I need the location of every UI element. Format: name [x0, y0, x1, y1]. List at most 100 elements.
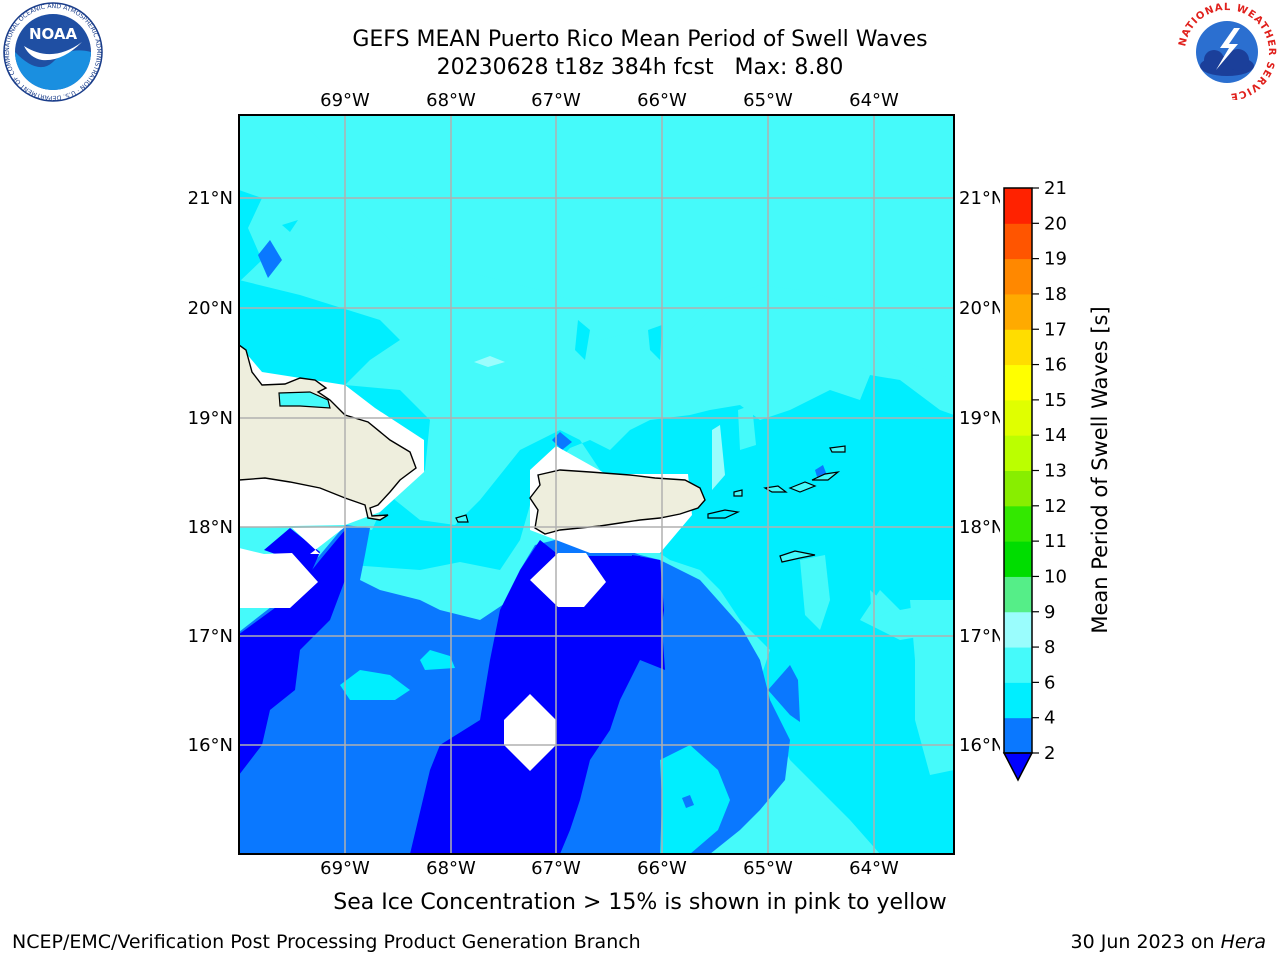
lon-label: 66°W — [637, 858, 687, 879]
lat-label: 21°N — [959, 188, 1000, 209]
nws-logo: NATIONAL WEATHER SERVICE — [1177, 2, 1276, 100]
colorbar-segment — [1004, 505, 1032, 542]
anegada-island — [829, 445, 846, 453]
colorbar-tick-label: 21 — [1044, 180, 1067, 199]
lat-labels-left: 21°N 20°N 19°N 18°N 17°N 16°N — [188, 188, 233, 756]
lon-label: 68°W — [426, 90, 476, 111]
lon-label: 69°W — [320, 90, 370, 111]
lon-label: 65°W — [743, 90, 793, 111]
vieques-island — [707, 509, 741, 519]
colorbar-segment — [1004, 647, 1032, 683]
sea-ice-note: Sea Ice Concentration > 15% is shown in … — [333, 890, 947, 915]
lat-label: 19°N — [959, 408, 1000, 429]
contour-6-8s — [910, 600, 954, 775]
date-label: 30 Jun 2023 on — [1070, 931, 1215, 953]
contour-under-2s — [632, 555, 664, 650]
colorbar: 2 4 6 8 9 10 11 12 13 14 15 16 17 18 19 20 21 Mean Perio… — [1002, 180, 1112, 782]
contour-2-4s — [258, 240, 282, 278]
colorbar-segment — [1004, 611, 1032, 648]
lat-label: 19°N — [188, 408, 233, 429]
contour-under-2s — [410, 540, 665, 854]
colorbar-tick-label: 8 — [1044, 637, 1055, 658]
mona-island — [455, 514, 469, 523]
contour-2-4s — [768, 665, 800, 722]
no-data-area — [239, 548, 318, 608]
lon-label: 67°W — [531, 90, 581, 111]
contour-6-8s — [738, 405, 756, 450]
colorbar-tick-label: 16 — [1044, 355, 1067, 376]
contour-under-2s — [239, 530, 345, 775]
colorbar-segments — [1004, 188, 1032, 754]
colorbar-segment — [1004, 293, 1032, 330]
title-line-2: 20230628 t18z 384h fcst Max: 8.80 — [436, 55, 844, 80]
noaa-logo-text: NOAA — [29, 25, 78, 43]
contour-2-4s — [552, 432, 572, 450]
colorbar-tick-label: 4 — [1044, 708, 1055, 729]
noaa-logo: NATIONAL OCEANIC AND ATMOSPHERIC ADMINIS… — [2, 2, 103, 102]
contour-under-2s — [264, 528, 320, 575]
no-data-area — [504, 694, 556, 771]
colorbar-tick-label: 18 — [1044, 284, 1067, 305]
colorbar-tick-label: 20 — [1044, 213, 1067, 234]
lon-label: 64°W — [849, 858, 899, 879]
colorbar-segment — [1004, 541, 1032, 577]
contour-field — [239, 115, 954, 854]
contour-4-6s — [648, 325, 662, 360]
contour-6-8s — [239, 115, 954, 380]
colorbar-tick-label: 15 — [1044, 390, 1067, 411]
title-line-1: GEFS MEAN Puerto Rico Mean Period of Swe… — [352, 27, 928, 52]
lat-labels-right: 21°N 20°N 19°N 18°N 17°N 16°N — [959, 188, 1000, 756]
lat-label: 16°N — [959, 735, 1000, 756]
colorbar-segment — [1004, 188, 1032, 224]
contour-4-6s — [575, 320, 590, 360]
lat-label: 20°N — [959, 298, 1000, 319]
lat-label: 20°N — [188, 298, 233, 319]
lon-label: 66°W — [637, 90, 687, 111]
contour-8-9s — [474, 356, 505, 367]
swell-period-map: 69°W 68°W 67°W 66°W 65°W 64°W 69°W 68°W … — [188, 90, 1000, 879]
contour-6-8s — [800, 555, 830, 630]
lat-label: 21°N — [188, 188, 233, 209]
colorbar-segment — [1004, 435, 1032, 471]
contour-8-9s — [712, 425, 725, 490]
colorbar-tick-label: 17 — [1044, 319, 1067, 340]
colorbar-tick-label: 10 — [1044, 566, 1067, 587]
culebra-island — [733, 489, 743, 497]
colorbar-tick-label: 19 — [1044, 249, 1067, 270]
credit-text: NCEP/EMC/Verification Post Processing Pr… — [12, 931, 641, 953]
lat-label: 16°N — [188, 735, 233, 756]
colorbar-segment — [1004, 682, 1032, 719]
tortola-island — [811, 471, 841, 481]
colorbar-tick-label: 6 — [1044, 672, 1055, 693]
contour-4-6s — [282, 220, 298, 232]
colorbar-segment — [1004, 364, 1032, 401]
colorbar-segment — [1004, 576, 1032, 613]
lon-label: 65°W — [743, 858, 793, 879]
colorbar-ticks: 2 4 6 8 9 10 11 12 13 14 15 16 17 18 19 20 21 — [1032, 180, 1067, 764]
lon-labels-bottom: 69°W 68°W 67°W 66°W 65°W 64°W — [320, 858, 899, 879]
host-name: Hera — [1220, 931, 1266, 953]
lon-label: 64°W — [849, 90, 899, 111]
st-croix-island — [779, 550, 816, 563]
colorbar-tick-label: 11 — [1044, 531, 1067, 552]
colorbar-tick-label: 2 — [1044, 743, 1055, 764]
lon-label: 67°W — [531, 858, 581, 879]
lon-label: 69°W — [320, 858, 370, 879]
map-frame — [238, 114, 955, 855]
no-data-area — [530, 553, 606, 607]
colorbar-under-triangle — [1002, 752, 1034, 782]
gridlines — [239, 115, 954, 854]
colorbar-segment — [1004, 329, 1032, 366]
colorbar-segment — [1004, 399, 1032, 436]
hispaniola-land — [239, 344, 417, 521]
contour-4-6s — [340, 670, 410, 700]
lon-label: 68°W — [426, 858, 476, 879]
lat-label: 18°N — [959, 517, 1000, 538]
colorbar-tick-label: 12 — [1044, 496, 1067, 517]
map-title: GEFS MEAN Puerto Rico Mean Period of Swe… — [0, 26, 1280, 82]
contour-4-6s — [660, 745, 730, 854]
st-thomas-island — [763, 485, 788, 493]
colorbar-tick-label: 9 — [1044, 602, 1055, 623]
contour-4-6s — [420, 650, 455, 670]
colorbar-segment — [1004, 717, 1032, 754]
